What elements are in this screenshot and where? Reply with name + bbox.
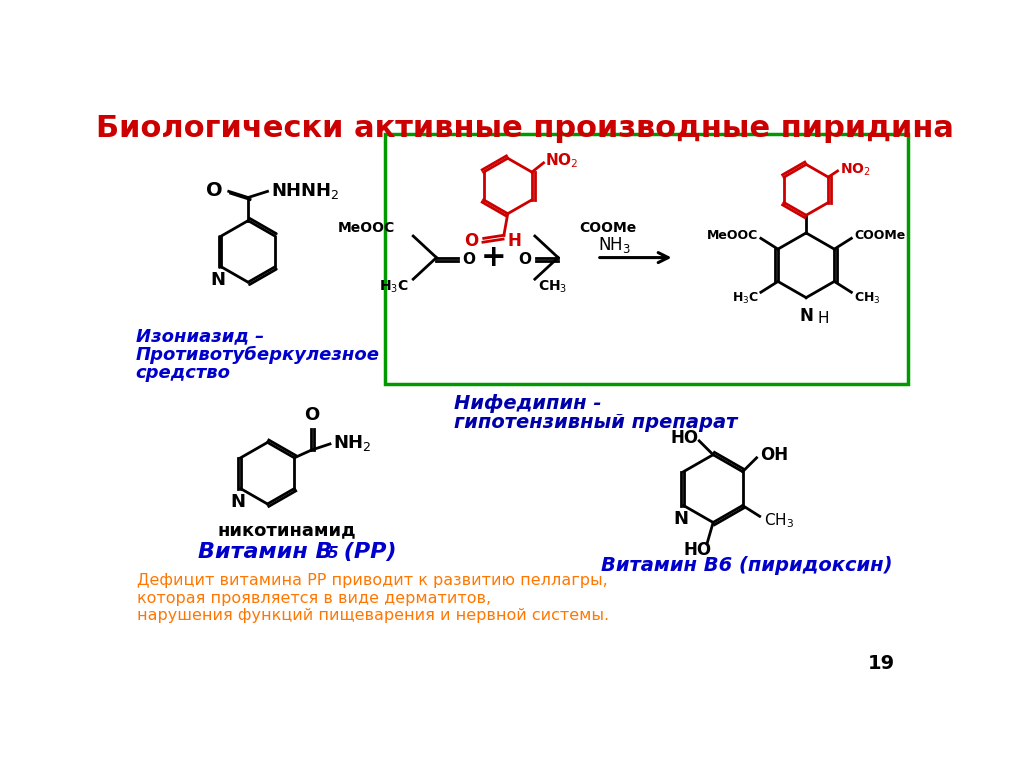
Text: Изониазид –: Изониазид – [136, 327, 264, 345]
Text: H: H [818, 311, 829, 326]
Text: Витамин В: Витамин В [198, 542, 332, 562]
Text: 19: 19 [868, 654, 895, 673]
Text: N: N [211, 272, 225, 289]
Text: H$_3$C: H$_3$C [732, 291, 759, 306]
Text: CH$_3$: CH$_3$ [538, 278, 567, 295]
Text: CH$_3$: CH$_3$ [854, 291, 881, 306]
Text: O: O [462, 252, 475, 267]
Text: HO: HO [671, 429, 698, 446]
Text: O: O [518, 252, 531, 267]
Text: NHNH$_2$: NHNH$_2$ [270, 180, 339, 201]
Text: CH$_3$: CH$_3$ [764, 512, 795, 530]
Text: H$_3$C: H$_3$C [379, 278, 409, 295]
Text: никотинамид: никотинамид [217, 521, 355, 539]
Text: O: O [206, 181, 222, 200]
Text: NH$_3$: NH$_3$ [598, 235, 631, 255]
Text: NH$_2$: NH$_2$ [333, 433, 372, 453]
Text: NO$_2$: NO$_2$ [840, 161, 870, 178]
Text: MeOOC: MeOOC [707, 229, 758, 242]
Text: Витамин В6 (пиридоксин): Витамин В6 (пиридоксин) [601, 555, 892, 574]
Text: Биологически активные производные пиридина: Биологически активные производные пириди… [96, 114, 953, 143]
Text: COOMe: COOMe [579, 222, 636, 235]
Text: (РР): (РР) [336, 542, 396, 562]
Text: COOMe: COOMe [854, 229, 905, 242]
Text: H: H [508, 232, 521, 250]
Text: 5: 5 [328, 545, 339, 561]
Text: HO: HO [684, 542, 712, 559]
Text: OH: OH [760, 446, 787, 464]
Text: N: N [673, 510, 688, 528]
Text: +: + [481, 243, 507, 272]
Text: N: N [230, 493, 245, 512]
Text: средство: средство [136, 364, 230, 382]
Text: Дефицит витамина РР приводит к развитию пеллагры,
которая проявляется в виде дер: Дефицит витамина РР приводит к развитию … [137, 573, 609, 623]
Text: MeOOC: MeOOC [338, 222, 395, 235]
Text: Нифедипин -: Нифедипин - [454, 394, 601, 413]
Text: NO$_2$: NO$_2$ [545, 151, 579, 170]
Text: N: N [799, 307, 813, 325]
Text: O: O [464, 232, 478, 250]
Text: Противотуберкулезное: Противотуберкулезное [136, 345, 380, 364]
Text: O: O [304, 406, 319, 424]
Text: гипотензивный препарат: гипотензивный препарат [454, 413, 737, 432]
